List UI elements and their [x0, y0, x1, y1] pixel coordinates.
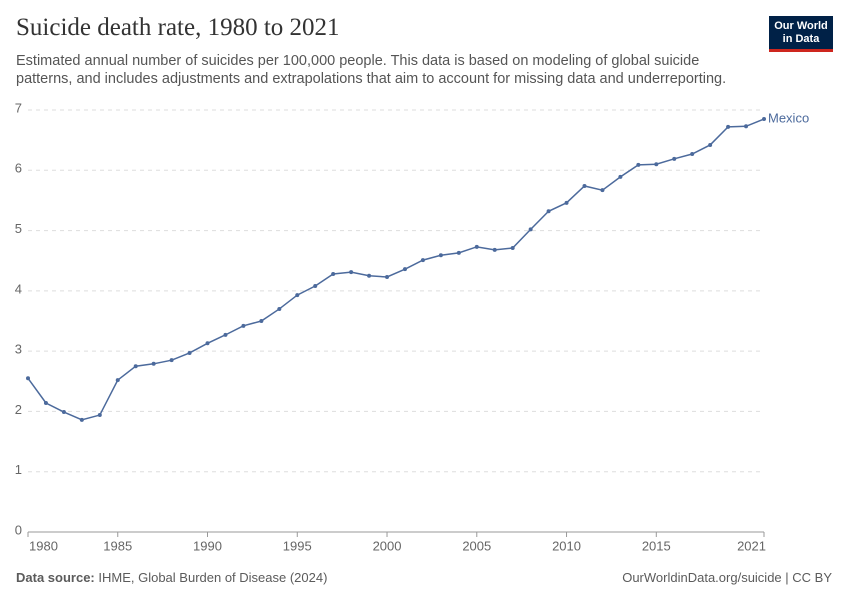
data-point: [385, 274, 390, 279]
data-point: [223, 332, 228, 337]
chart-title: Suicide death rate, 1980 to 2021: [16, 14, 340, 41]
data-point: [61, 410, 66, 415]
data-point: [402, 267, 407, 272]
y-tick-label: 3: [15, 342, 22, 357]
series-line: [27, 118, 765, 421]
x-tick-label: 1980: [29, 538, 58, 553]
data-point: [690, 152, 695, 157]
logo[interactable]: Our World in Data: [769, 16, 833, 52]
y-tick-label: 1: [15, 462, 22, 477]
x-tick-label: 1990: [193, 538, 222, 553]
data-point: [349, 270, 354, 275]
data-point: [79, 417, 84, 422]
data-point: [241, 323, 246, 328]
data-point: [492, 247, 497, 252]
data-point: [295, 293, 300, 298]
data-point: [762, 117, 766, 122]
chart-subtitle: Estimated annual number of suicides per …: [16, 53, 727, 87]
x-tick-label: 2005: [462, 538, 491, 553]
x-tick-label: 2010: [552, 538, 581, 553]
data-point: [151, 361, 156, 366]
data-point: [115, 378, 120, 383]
data-point: [654, 162, 659, 167]
data-point: [564, 200, 569, 205]
y-tick-label: 4: [15, 281, 22, 296]
data-point: [205, 341, 210, 346]
source-label: Data source:: [16, 570, 95, 585]
data-point: [277, 306, 282, 311]
data-point: [169, 358, 174, 363]
data-point: [456, 250, 461, 255]
data-point: [313, 284, 318, 289]
data-point: [708, 142, 713, 147]
data-point: [331, 271, 336, 276]
logo-line: Our World: [774, 20, 828, 32]
source: IHME, Global Burden of Disease (2024): [98, 570, 328, 585]
data-point: [187, 350, 192, 355]
x-tick-label: 2015: [642, 538, 671, 553]
data-point: [726, 124, 731, 129]
data-point: [438, 253, 443, 258]
y-tick-label: 2: [15, 402, 22, 417]
data-point: [97, 413, 102, 418]
data-point: [474, 244, 479, 249]
logo-line: in Data: [782, 33, 820, 45]
y-tick-label: 6: [15, 161, 22, 176]
data-point: [510, 246, 515, 251]
data-point: [744, 124, 749, 129]
x-tick-label: 2000: [373, 538, 402, 553]
data-point: [672, 156, 677, 161]
data-point: [636, 162, 641, 167]
data-point: [133, 364, 138, 369]
data-point: [420, 258, 425, 263]
data-point: [618, 174, 623, 179]
x-tick-label: 1995: [283, 538, 312, 553]
data-point: [600, 188, 605, 193]
data-point: [259, 319, 264, 323]
data-point: [26, 376, 30, 381]
data-point: [367, 273, 372, 278]
data-point: [546, 209, 551, 214]
y-tick-label: 7: [15, 100, 22, 115]
footer-source: Data source: IHME, Global Burden of Dise…: [16, 570, 327, 585]
data-point: [582, 183, 587, 188]
y-tick-label: 0: [15, 522, 22, 537]
series-label: Mexico: [768, 110, 809, 125]
footer-link[interactable]: OurWorldinData.org/suicide | CC BY: [622, 570, 832, 585]
x-tick-label: 1985: [103, 538, 132, 553]
x-tick-label: 2021: [737, 538, 766, 553]
y-tick-label: 5: [15, 221, 22, 236]
data-point: [528, 227, 533, 232]
data-point: [43, 400, 48, 405]
